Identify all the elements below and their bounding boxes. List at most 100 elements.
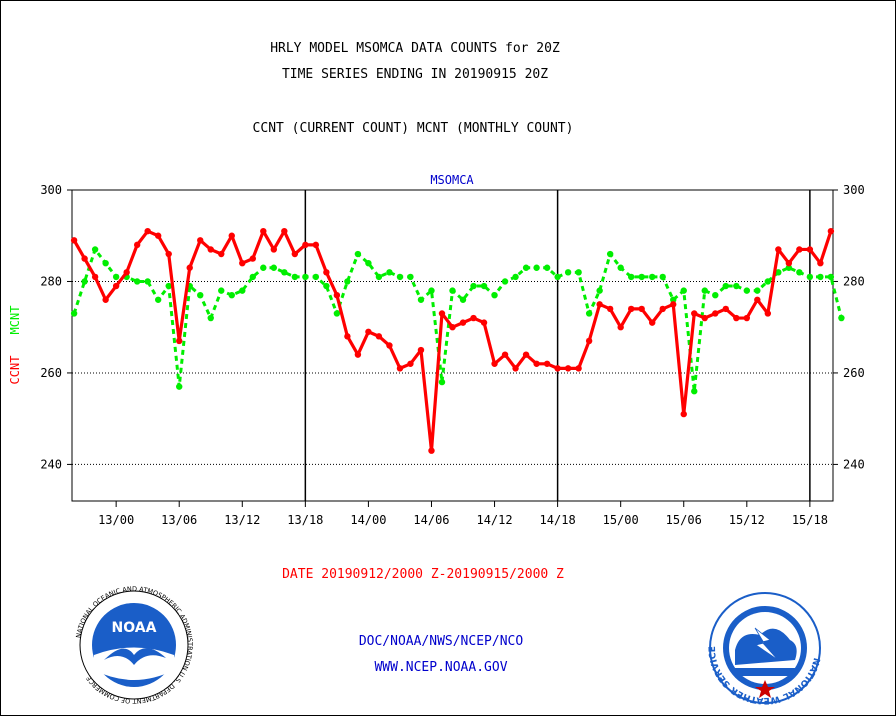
ccnt-point <box>165 250 172 258</box>
mcnt-point <box>449 287 456 294</box>
mcnt-point <box>386 269 393 276</box>
ylabel-mcnt: MCNT <box>8 306 22 335</box>
ccnt-point <box>796 246 803 253</box>
mcnt-point <box>375 273 383 281</box>
mcnt-point <box>228 291 235 299</box>
mcnt-point <box>764 278 772 285</box>
ccnt-point <box>396 365 404 372</box>
mcnt-point <box>659 273 666 281</box>
ccnt-point <box>606 305 614 313</box>
mcnt-point <box>480 282 488 290</box>
mcnt-point <box>470 282 477 290</box>
ccnt-point <box>564 365 572 372</box>
ccnt-point <box>249 255 256 262</box>
mcnt-point <box>260 264 267 271</box>
x-tick-label: 14/06 <box>413 513 449 527</box>
ccnt-point <box>638 305 645 313</box>
y-axis-right: 240 260 280 300 <box>833 183 865 471</box>
y-tick-label-right: 280 <box>843 274 865 288</box>
mcnt-point <box>596 287 603 294</box>
ccnt-point <box>722 305 729 313</box>
footer-url: WWW.NCEP.NOAA.GOV <box>374 660 507 675</box>
noaa-logo-label: NOAA <box>112 620 157 636</box>
mcnt-point <box>239 287 246 294</box>
ccnt-point <box>691 310 698 317</box>
mcnt-point <box>218 287 225 294</box>
mcnt-point <box>575 269 582 276</box>
ccnt-point <box>806 246 814 253</box>
ccnt-point <box>302 241 309 249</box>
chart-title-line2: TIME SERIES ENDING IN 20190915 20Z <box>282 67 548 82</box>
mcnt-point <box>680 287 687 294</box>
mcnt-point <box>627 273 635 281</box>
mcnt-point <box>102 259 109 267</box>
ccnt-point <box>775 246 782 253</box>
mcnt-point <box>501 278 509 285</box>
x-tick-label: 14/12 <box>476 513 512 527</box>
ccnt-point <box>154 232 162 239</box>
x-tick-label: 13/00 <box>98 513 134 527</box>
ccnt-point <box>291 250 299 258</box>
x-tick-label: 15/00 <box>603 513 639 527</box>
mcnt-point <box>270 264 278 271</box>
ccnt-point <box>186 264 193 271</box>
mcnt-point <box>144 278 151 285</box>
noaa-logo: NOAA NATIONAL OCEANIC AND ATMOSPHERIC AD… <box>74 585 194 705</box>
ccnt-point <box>417 346 425 354</box>
mcnt-point <box>722 282 729 290</box>
ccnt-point <box>344 333 351 340</box>
mcnt-point <box>133 278 141 285</box>
mcnt-point <box>176 383 183 390</box>
mcnt-point <box>533 264 540 271</box>
mcnt-point <box>459 296 467 303</box>
ccnt-point <box>239 259 246 267</box>
ccnt-point <box>228 232 235 239</box>
ccnt-point <box>386 342 393 349</box>
mcnt-point <box>281 269 288 276</box>
ccnt-point <box>270 246 278 253</box>
x-axis: 13/00 13/06 13/12 13/18 14/00 14/06 14/12 14/18… <box>98 501 828 527</box>
ccnt-point <box>333 291 341 299</box>
ccnt-point <box>354 351 362 358</box>
ccnt-point <box>428 447 435 454</box>
ccnt-point <box>218 250 225 258</box>
ylabel-ccnt: CCNT <box>8 356 22 385</box>
mcnt-point <box>407 273 414 281</box>
ccnt-point <box>365 328 372 335</box>
ccnt-point <box>91 273 99 281</box>
x-tick-label: 15/12 <box>729 513 765 527</box>
mcnt-point <box>522 264 530 271</box>
ccnt-point <box>627 305 635 313</box>
mcnt-point <box>249 273 256 281</box>
mcnt-point <box>564 269 572 276</box>
y-axis-label: CCNT MCNT <box>8 306 22 385</box>
mcnt-point <box>207 314 214 322</box>
day-boundary-lines <box>304 190 811 501</box>
ccnt-point <box>659 305 666 313</box>
ccnt-point <box>312 241 320 249</box>
ccnt-point <box>459 319 467 326</box>
mcnt-point <box>70 310 78 317</box>
ccnt-point <box>491 360 498 367</box>
ccnt-point <box>375 333 383 340</box>
x-tick-label: 13/12 <box>224 513 260 527</box>
ccnt-point <box>501 351 509 358</box>
mcnt-point <box>302 273 309 281</box>
ccnt-point <box>480 319 488 326</box>
mcnt-point <box>817 273 824 281</box>
ccnt-point <box>438 310 446 317</box>
mcnt-point <box>333 310 341 317</box>
mcnt-point <box>554 273 561 281</box>
ccnt-point <box>649 319 656 326</box>
mcnt-point <box>438 378 446 386</box>
x-tick-label: 15/06 <box>666 513 702 527</box>
ccnt-point <box>470 314 477 322</box>
y-tick-label-right: 300 <box>843 183 865 197</box>
y-tick-label-right: 260 <box>843 366 865 380</box>
ccnt-point <box>449 324 456 331</box>
mcnt-point <box>585 310 593 317</box>
ccnt-point <box>522 351 530 358</box>
mcnt-point <box>491 291 498 299</box>
mcnt-point <box>712 291 719 299</box>
